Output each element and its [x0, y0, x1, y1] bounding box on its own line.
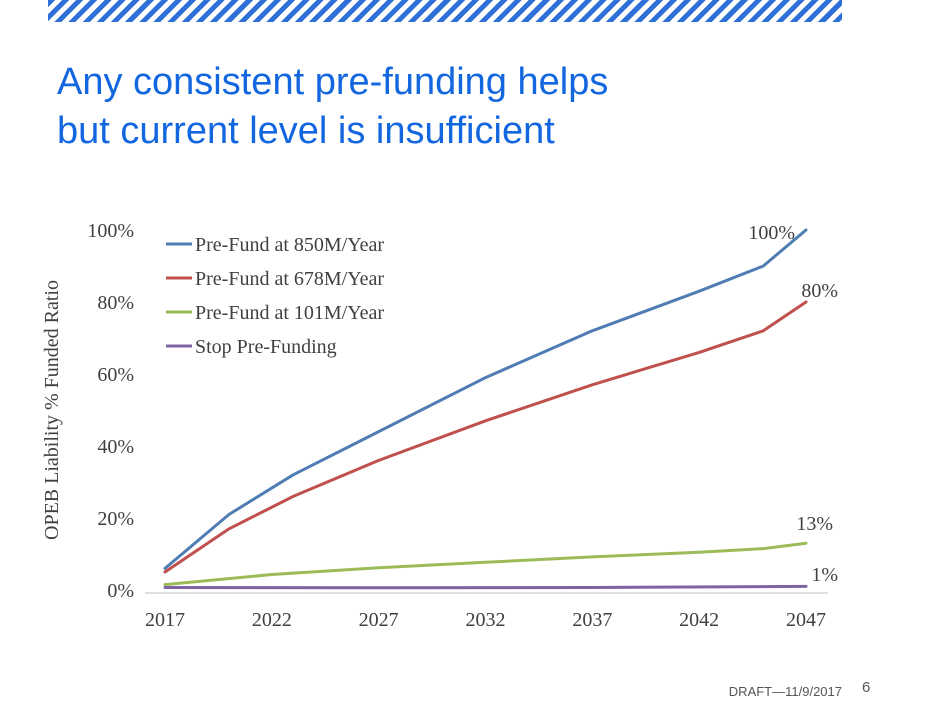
series-line-2: [163, 300, 808, 574]
series-line-1: [163, 228, 808, 570]
footer-draft-date: DRAFT—11/9/2017: [728, 684, 842, 699]
page-number: 6: [862, 679, 871, 696]
y-tick-label: 0%: [107, 580, 134, 602]
data-label-end: 100%: [748, 222, 795, 244]
y-axis-title: OPEB Liability % Funded Ratio: [41, 280, 63, 540]
x-tick-label: 2042: [679, 609, 719, 631]
legend-label: Stop Pre-Funding: [195, 336, 337, 358]
x-tick-label: 2047: [786, 609, 826, 631]
data-label-end: 80%: [801, 280, 838, 302]
legend-label: Pre-Fund at 101M/Year: [195, 302, 384, 324]
x-tick-label: 2022: [252, 609, 292, 631]
y-tick-label: 60%: [97, 364, 134, 386]
legend-label: Pre-Fund at 850M/Year: [195, 234, 384, 256]
y-tick-label: 20%: [97, 508, 134, 530]
data-label-end: 13%: [796, 513, 833, 535]
y-tick-label: 40%: [97, 436, 134, 458]
x-tick-label: 2037: [572, 609, 612, 631]
slide-title-line-2: but current level is insufficient: [57, 110, 555, 152]
legend-label: Pre-Fund at 678M/Year: [195, 268, 384, 290]
data-label-end: 1%: [811, 564, 838, 586]
x-tick-label: 2027: [359, 609, 399, 631]
x-tick-label: 2032: [466, 609, 506, 631]
decorative-striped-band: [48, 0, 842, 22]
series-line-4: [163, 584, 808, 590]
slide-title-line-1: Any consistent pre-funding helps: [57, 61, 609, 103]
y-tick-label: 80%: [97, 292, 134, 314]
series-line-3: [163, 541, 808, 587]
y-tick-label: 100%: [87, 220, 134, 242]
x-tick-label: 2017: [145, 609, 185, 631]
slide-title: Any consistent pre-funding helps but cur…: [57, 58, 837, 156]
